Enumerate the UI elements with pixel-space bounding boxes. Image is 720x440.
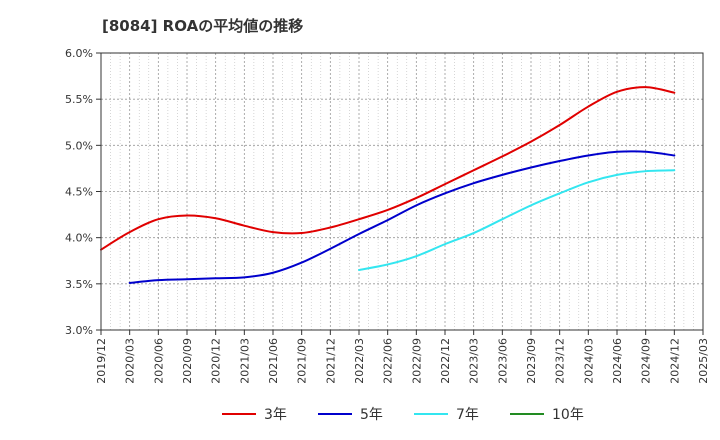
x-tick-label: 2021/09: [296, 338, 309, 384]
x-tick-label: 2020/09: [181, 338, 194, 384]
x-tick-label: 2021/12: [324, 338, 337, 384]
x-tick-label: 2020/12: [210, 338, 223, 384]
y-tick-label: 5.0%: [65, 139, 93, 152]
x-tick-label: 2022/03: [353, 338, 366, 384]
x-tick-label: 2024/09: [640, 338, 653, 384]
series-line-1: [100, 86, 676, 251]
x-tick-label: 2024/06: [611, 338, 624, 384]
series-line-3: [358, 169, 676, 271]
legend: 3年 5年 7年 10年: [222, 407, 584, 423]
x-tick-label: 2021/06: [267, 338, 280, 384]
x-tick-label: 2023/06: [496, 338, 509, 384]
legend-label: 7年: [456, 407, 479, 423]
y-axis: 3.0% 3.5% 4.0% 4.5% 5.0% 5.5% 6.0%: [65, 47, 101, 337]
y-tick-label: 5.5%: [65, 93, 93, 106]
y-tick-label: 3.0%: [65, 324, 93, 337]
x-tick-label: 2025/03: [697, 338, 710, 384]
x-tick-label: 2022/12: [439, 338, 452, 384]
x-tick-label: 2023/09: [525, 338, 538, 384]
grid-lines: [101, 53, 703, 330]
x-tick-label: 2022/09: [410, 338, 423, 384]
x-tick-label: 2019/12: [95, 338, 108, 384]
x-tick-label: 2024/12: [668, 338, 681, 384]
legend-label: 10年: [552, 407, 584, 423]
chart-title: [8084] ROAの平均値の推移: [102, 17, 303, 35]
x-axis: 2019/12 2020/03 2020/06 2020/09 2020/12 2021/…: [95, 330, 710, 384]
y-tick-label: 6.0%: [65, 47, 93, 60]
legend-label: 5年: [360, 407, 383, 423]
x-tick-label: 2024/03: [582, 338, 595, 384]
y-tick-label: 3.5%: [65, 278, 93, 291]
y-tick-label: 4.0%: [65, 232, 93, 245]
series-line-2: [128, 150, 676, 284]
x-tick-label: 2022/06: [382, 338, 395, 384]
x-tick-label: 2020/03: [124, 338, 137, 384]
x-tick-label: 2023/03: [468, 338, 481, 384]
x-tick-label: 2023/12: [554, 338, 567, 384]
x-tick-label: 2021/03: [238, 338, 251, 384]
x-tick-label: 2020/06: [152, 338, 165, 384]
legend-label: 3年: [264, 407, 287, 423]
series-lines: [100, 86, 676, 284]
y-tick-label: 4.5%: [65, 186, 93, 199]
